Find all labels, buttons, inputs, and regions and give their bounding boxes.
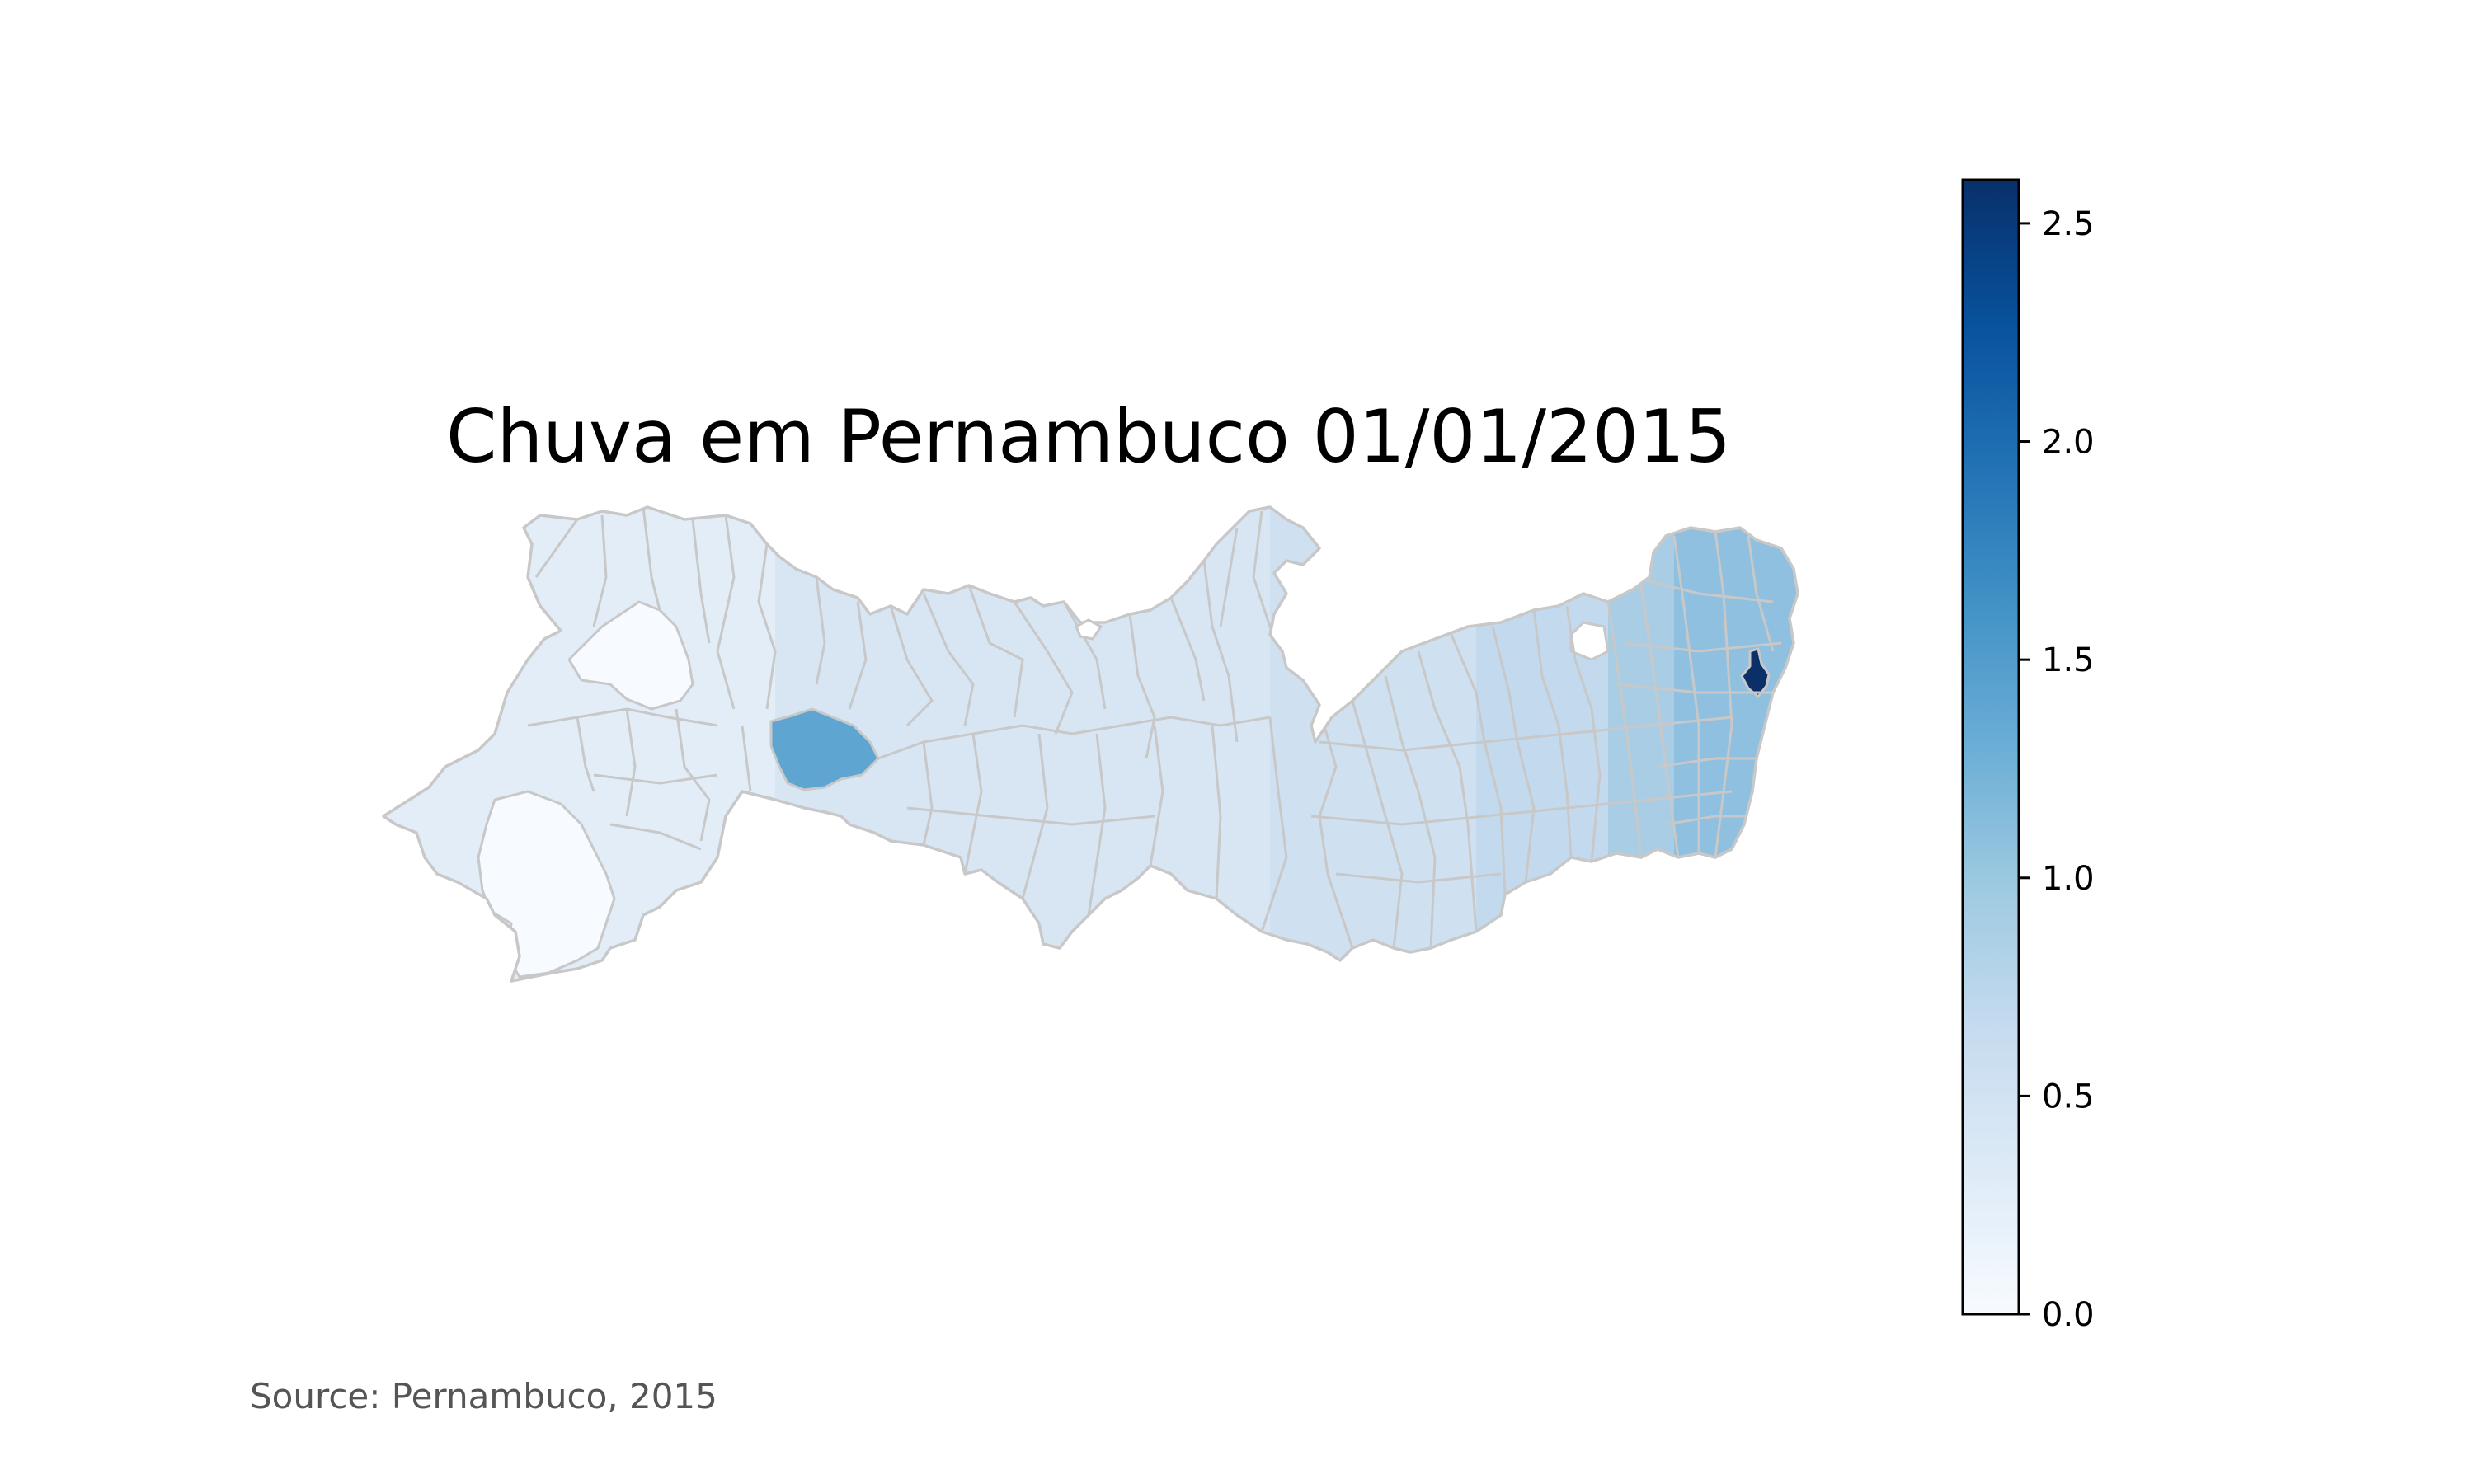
map-title: Chuva em Pernambuco 01/01/2015 xyxy=(446,394,1731,479)
source-note: Source: Pernambuco, 2015 xyxy=(250,1376,717,1416)
coastal-band xyxy=(1674,507,1798,981)
colorbar-tick-label: 0.5 xyxy=(2042,1078,2095,1115)
colorbar-tick-label: 2.0 xyxy=(2042,424,2095,462)
colorbar-fill xyxy=(1963,180,2019,1314)
northwest-municipality xyxy=(567,600,694,711)
colorbar-tick-label: 1.5 xyxy=(2042,641,2095,679)
agreste-band xyxy=(1476,507,1608,981)
colorbar-tick-label: 0.0 xyxy=(2042,1296,2095,1334)
colorbar-frame xyxy=(1961,178,2020,1316)
colorbar: 0.0 0.5 1.0 1.5 2.0 2.5 xyxy=(1961,178,2095,1334)
pernambuco-map xyxy=(382,505,1799,983)
state-outline xyxy=(382,505,1799,983)
colorbar-ticks: 0.0 0.5 1.0 1.5 2.0 2.5 xyxy=(2019,205,2095,1334)
white-agreste-municipality xyxy=(1569,621,1610,661)
northern-inlet xyxy=(1075,618,1103,641)
central-sertao-municipality xyxy=(769,707,880,791)
colorbar-tick-label: 1.0 xyxy=(2042,860,2095,898)
municipality-borders xyxy=(527,507,1782,949)
rainfall-fill-layer xyxy=(383,507,1798,981)
colorbar-tick-label: 2.5 xyxy=(2042,205,2095,243)
agreste-west-band xyxy=(1270,507,1476,981)
